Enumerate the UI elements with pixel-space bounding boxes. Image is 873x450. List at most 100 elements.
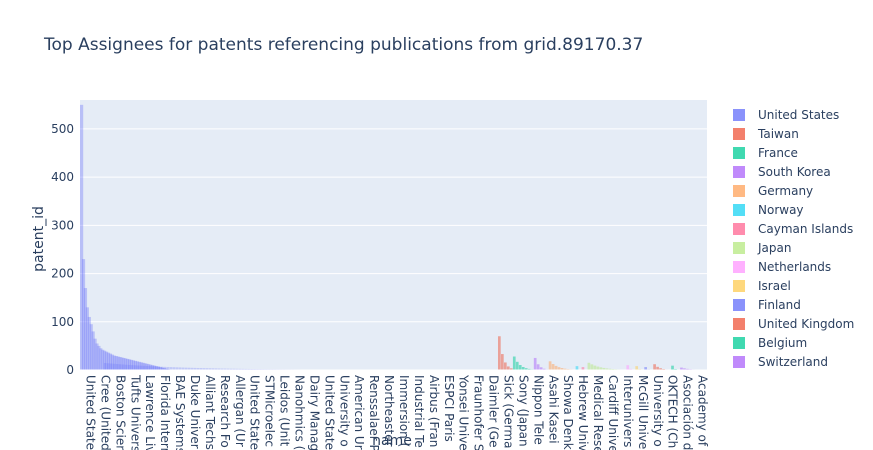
y-tick-label: 300 (51, 218, 74, 232)
legend-item-label[interactable]: Israel (758, 279, 791, 293)
x-tick-label: Academy of (696, 375, 710, 447)
x-tick-label: Showa Denk (561, 375, 575, 450)
x-tick-label: Industrial Te (412, 375, 426, 448)
bar[interactable] (143, 366, 146, 370)
bar[interactable] (513, 357, 516, 371)
bar[interactable] (146, 366, 149, 370)
legend-item-label[interactable]: Switzerland (758, 355, 828, 369)
legend-swatch[interactable] (733, 204, 745, 216)
bar[interactable] (104, 363, 107, 370)
plot-area: 0100200300400500United StatesCree (Unite… (51, 100, 709, 450)
bar[interactable] (134, 365, 137, 370)
bar[interactable] (597, 367, 600, 370)
bar[interactable] (155, 366, 158, 370)
legend-item-label[interactable]: Norway (758, 203, 804, 217)
x-tick-label: Asociación d (681, 375, 695, 450)
legend-item-label[interactable]: Netherlands (758, 260, 831, 274)
bar[interactable] (504, 362, 507, 370)
legend-item-label[interactable]: Japan (757, 241, 791, 255)
x-tick-label: BAE Systems (173, 375, 187, 450)
bar[interactable] (122, 364, 125, 370)
x-tick-label: Tufts Univers (128, 374, 142, 450)
bar[interactable] (128, 365, 131, 370)
y-axis-title: patent_id (31, 206, 47, 272)
x-tick-label: Yonsei Unive (457, 374, 471, 450)
legend-swatch[interactable] (733, 299, 745, 311)
bar[interactable] (653, 364, 656, 370)
x-tick-label: University o (337, 375, 351, 447)
y-tick-label: 0 (66, 363, 74, 377)
legend-swatch[interactable] (733, 261, 745, 273)
x-tick-label: Lawrence Liv (143, 375, 157, 450)
legend-swatch[interactable] (733, 337, 745, 349)
x-tick-label: University o (651, 375, 665, 447)
legend-swatch[interactable] (733, 109, 745, 121)
y-tick-label: 400 (51, 170, 74, 184)
legend-item-label[interactable]: United Kingdom (758, 317, 854, 331)
bar[interactable] (516, 362, 519, 370)
x-tick-label: United State (322, 375, 336, 450)
bar[interactable] (113, 364, 116, 370)
x-axis-title: name (372, 433, 412, 449)
legend[interactable]: United States Taiwan France South Korea Germ… (733, 108, 854, 369)
bar[interactable] (119, 364, 122, 370)
bar[interactable] (149, 366, 152, 370)
bar[interactable] (131, 365, 134, 370)
legend-item-label[interactable]: Cayman Islands (758, 222, 853, 236)
bar[interactable] (519, 365, 522, 370)
legend-item-label[interactable]: Finland (758, 298, 801, 312)
bar[interactable] (507, 366, 510, 370)
bar[interactable] (552, 364, 555, 370)
legend-swatch[interactable] (733, 166, 745, 178)
bar[interactable] (498, 336, 501, 370)
x-tick-label: United States (83, 375, 97, 450)
bar[interactable] (140, 366, 143, 370)
x-tick-label: McGill Unive (636, 375, 650, 449)
x-tick-label: Cree (United (98, 375, 112, 450)
x-tick-label: American Ur (352, 375, 366, 450)
bar[interactable] (534, 358, 537, 370)
legend-item-label[interactable]: Belgium (758, 336, 807, 350)
legend-item-label[interactable]: United States (758, 108, 839, 122)
x-tick-label: STMicroelec (263, 375, 277, 447)
bar[interactable] (635, 366, 638, 370)
bar[interactable] (137, 365, 140, 370)
bar[interactable] (626, 365, 629, 370)
x-tick-label: ESPCI Paris (442, 375, 456, 442)
legend-swatch[interactable] (733, 147, 745, 159)
legend-swatch[interactable] (733, 242, 745, 254)
bar[interactable] (537, 364, 540, 370)
x-tick-label: Airbus (Fran (427, 375, 441, 447)
bar[interactable] (591, 364, 594, 370)
bar[interactable] (152, 366, 155, 370)
y-tick-label: 200 (51, 267, 74, 281)
bar[interactable] (107, 363, 110, 370)
legend-item-label[interactable]: South Korea (758, 165, 831, 179)
bar[interactable] (125, 365, 128, 370)
bar[interactable] (576, 366, 579, 370)
legend-swatch[interactable] (733, 128, 745, 140)
legend-swatch[interactable] (733, 223, 745, 235)
bar[interactable] (594, 366, 597, 370)
legend-swatch[interactable] (733, 280, 745, 292)
legend-item-label[interactable]: France (758, 146, 798, 160)
bar[interactable] (110, 364, 113, 370)
bar[interactable] (588, 363, 591, 370)
bar[interactable] (555, 366, 558, 370)
bar[interactable] (158, 367, 161, 370)
bar[interactable] (549, 361, 552, 370)
legend-swatch[interactable] (733, 185, 745, 197)
y-tick-label: 100 (51, 315, 74, 329)
legend-swatch[interactable] (733, 318, 745, 330)
bar[interactable] (671, 366, 674, 370)
x-tick-label: Interunivers (621, 375, 635, 447)
bar[interactable] (501, 354, 504, 370)
legend-item-label[interactable]: Taiwan (757, 127, 799, 141)
x-tick-label: Leidos (Unit (278, 375, 292, 447)
x-tick-label: Boston Scien (113, 375, 127, 450)
bar[interactable] (116, 364, 119, 370)
legend-item-label[interactable]: Germany (758, 184, 813, 198)
x-tick-label: Florida Intern (158, 375, 172, 450)
legend-swatch[interactable] (733, 356, 745, 368)
